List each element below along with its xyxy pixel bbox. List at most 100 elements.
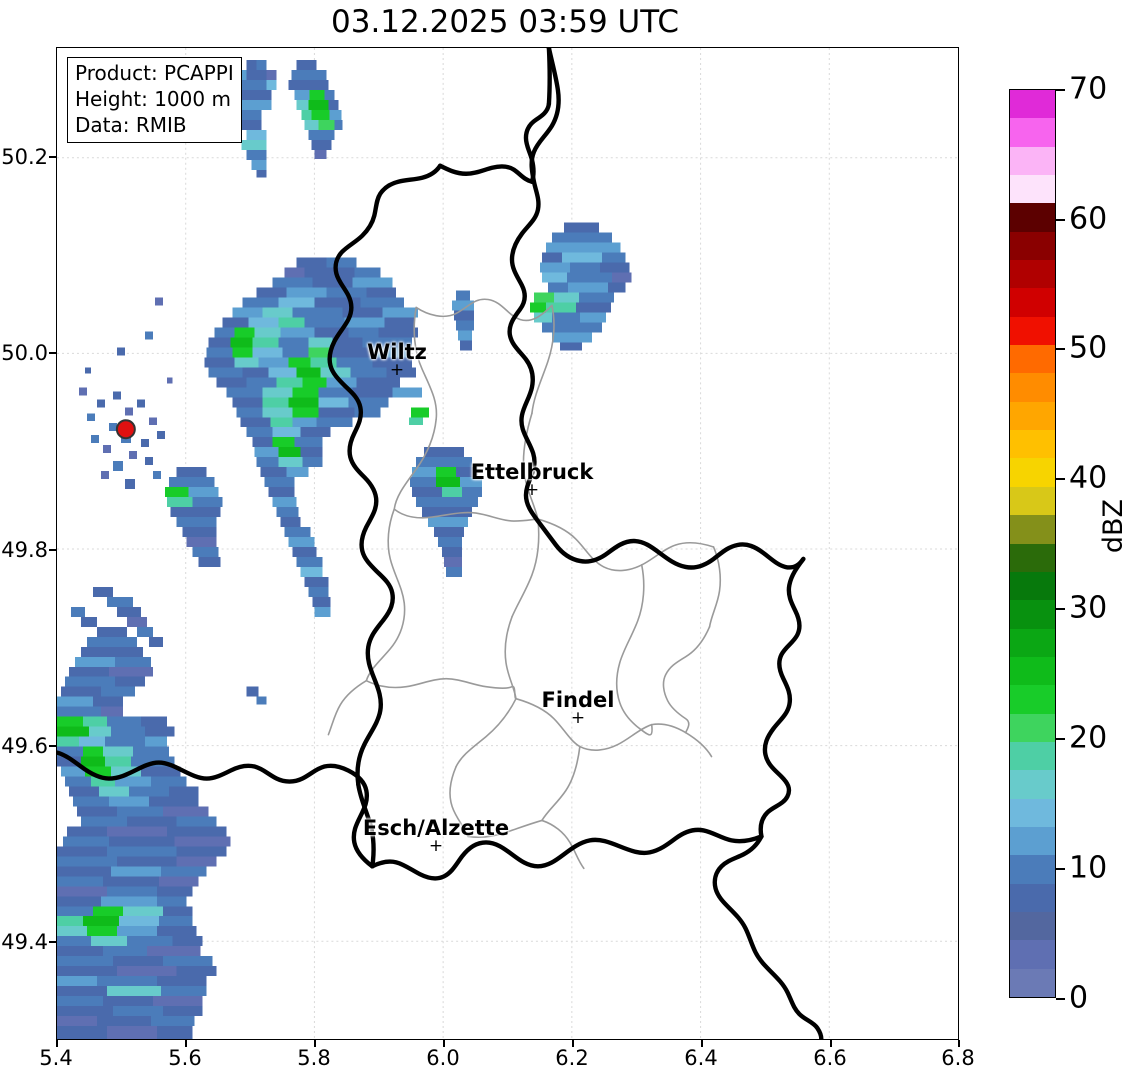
y-tickmark	[49, 549, 56, 551]
colorbar-band	[1010, 543, 1055, 572]
colorbar-band	[1010, 430, 1055, 459]
product-info-box: Product: PCAPPI Height: 1000 m Data: RMI…	[67, 57, 242, 143]
colorbar-band	[1010, 968, 1055, 997]
colorbar-band	[1010, 260, 1055, 289]
y-tick-label: 50.0	[1, 341, 48, 365]
y-tick-label: 49.4	[1, 930, 48, 954]
y-tickmark	[49, 352, 56, 354]
echo-cluster-southwest	[57, 586, 267, 1039]
colorbar-band	[1010, 798, 1055, 827]
colorbar-band	[1010, 911, 1055, 941]
x-tick-label: 6.4	[684, 1046, 718, 1070]
colorbar-band	[1010, 656, 1055, 686]
colorbar-band	[1010, 515, 1055, 544]
city-label-findel: Findel +	[541, 688, 615, 728]
echo-cluster-main-wiltz	[164, 257, 483, 617]
colorbar-band	[1010, 770, 1055, 799]
echo-small-central-north	[452, 290, 475, 351]
y-tickmark	[49, 941, 56, 943]
x-tickmark	[443, 1040, 445, 1047]
colorbar-band	[1010, 90, 1055, 119]
colorbar-band	[1010, 401, 1055, 431]
colorbar-tick-label: 50	[1069, 330, 1108, 366]
colorbar-band	[1010, 600, 1055, 629]
colorbar-band	[1010, 741, 1055, 771]
colorbar-band	[1010, 826, 1055, 856]
map-canvas	[57, 48, 958, 1039]
x-tick-label: 6.0	[426, 1046, 460, 1070]
map-plot-area[interactable]: Product: PCAPPI Height: 1000 m Data: RMI…	[56, 47, 959, 1040]
colorbar-band	[1010, 713, 1055, 742]
colorbar-band	[1010, 231, 1055, 261]
y-tickmark	[49, 156, 56, 158]
info-data: Data: RMIB	[75, 113, 187, 137]
x-tick-label: 5.8	[297, 1046, 331, 1070]
x-tickmark	[56, 1040, 58, 1047]
colorbar-tickline	[1056, 738, 1065, 740]
colorbar-band	[1010, 146, 1055, 176]
colorbar	[1009, 89, 1056, 998]
city-label-wiltz: Wiltz +	[367, 340, 427, 380]
colorbar-tick-label: 0	[1069, 980, 1089, 1016]
city-marker: +	[428, 836, 444, 856]
colorbar-band	[1010, 571, 1055, 601]
radar-site-marker	[115, 419, 136, 440]
figure-title: 03.12.2025 03:59 UTC	[331, 4, 679, 40]
colorbar-tick-label: 40	[1069, 460, 1108, 496]
city-name: Findel	[541, 688, 615, 712]
x-tickmark	[958, 1040, 960, 1047]
city-label-ettelbruck: Ettelbruck +	[470, 460, 594, 500]
colorbar-band	[1010, 288, 1055, 317]
city-name: Wiltz	[367, 340, 427, 364]
info-product: Product: PCAPPI	[75, 61, 234, 85]
radar-echo-layer	[57, 59, 632, 1039]
colorbar-band	[1010, 486, 1055, 516]
city-marker: +	[524, 480, 540, 500]
colorbar-axis-label: dBZ	[1098, 499, 1129, 554]
colorbar-band	[1010, 175, 1055, 204]
x-tickmark	[314, 1040, 316, 1047]
colorbar-band	[1010, 883, 1055, 912]
colorbar-band	[1010, 345, 1055, 374]
colorbar-tickline	[1056, 608, 1065, 610]
y-tick-label: 49.6	[1, 734, 48, 758]
colorbar-tickline	[1056, 348, 1065, 350]
info-height: Height: 1000 m	[75, 87, 231, 111]
x-tick-label: 6.8	[941, 1046, 975, 1070]
y-tickmark	[49, 745, 56, 747]
colorbar-tickline	[1056, 89, 1065, 91]
x-tick-label: 6.6	[813, 1046, 847, 1070]
colorbar-tick-label: 60	[1069, 201, 1108, 237]
colorbar-band	[1010, 628, 1055, 657]
colorbar-tick-label: 30	[1069, 590, 1108, 626]
city-marker: +	[570, 708, 586, 728]
x-tick-label: 5.4	[39, 1046, 73, 1070]
colorbar-band	[1010, 458, 1055, 487]
colorbar-band	[1010, 940, 1055, 969]
city-name: Ettelbruck	[470, 460, 594, 484]
colorbar-tickline	[1056, 868, 1065, 870]
echo-cluster-northwest-top	[231, 59, 343, 178]
colorbar-tickline	[1056, 478, 1065, 480]
x-tickmark	[701, 1040, 703, 1047]
echo-cluster-northeast	[529, 222, 632, 351]
x-tickmark	[572, 1040, 574, 1047]
colorbar-tickline	[1056, 219, 1065, 221]
colorbar-band	[1010, 855, 1055, 884]
echo-speckle-radar	[78, 297, 173, 490]
colorbar-band	[1010, 685, 1055, 714]
x-tickmark	[185, 1040, 187, 1047]
colorbar-band	[1010, 118, 1055, 147]
national-border	[57, 48, 824, 1039]
y-tick-label: 50.2	[1, 145, 48, 169]
y-tick-label: 49.8	[1, 538, 48, 562]
city-marker: +	[389, 360, 405, 380]
colorbar-tick-label: 20	[1069, 720, 1108, 756]
x-tick-label: 5.6	[168, 1046, 202, 1070]
city-name: Esch/Alzette	[362, 816, 510, 840]
colorbar-band	[1010, 203, 1055, 232]
x-tick-label: 6.2	[555, 1046, 589, 1070]
colorbar-band	[1010, 316, 1055, 346]
colorbar-tickline	[1056, 998, 1065, 1000]
